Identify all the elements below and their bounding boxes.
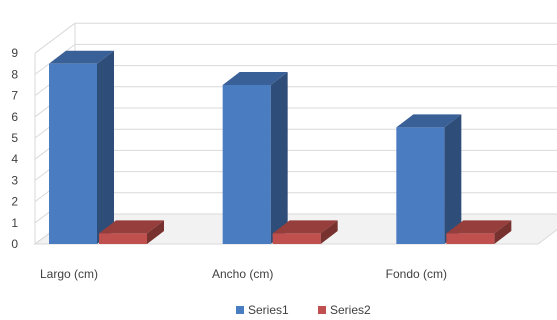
legend-label: Series1 [248, 303, 289, 317]
y-tick-label: 9 [11, 46, 18, 60]
bar-series1-2 [396, 114, 462, 245]
y-tick-label: 6 [11, 110, 18, 124]
bar-top-face [396, 114, 462, 128]
y-tick-label: 7 [11, 89, 18, 103]
bar-series1-0 [49, 50, 114, 244]
legend: Series1 Series2 [236, 303, 371, 317]
bar-front-face [222, 85, 271, 244]
y-tick-label: 8 [11, 67, 18, 81]
bar-front-face [396, 127, 445, 244]
bar-front-face [272, 233, 321, 244]
bars [49, 50, 512, 245]
x-axis-categories: Largo (cm) Ancho (cm) Fondo (cm) [40, 267, 447, 281]
legend-swatch [236, 306, 244, 314]
bar-side-face [97, 50, 114, 244]
y-tick-label: 4 [11, 152, 18, 166]
bar-front-face [99, 233, 147, 244]
bar-top-face [99, 220, 164, 234]
category-label: Largo (cm) [40, 267, 98, 281]
bar-side-face [444, 114, 462, 245]
bar-top-face [222, 72, 288, 85]
bar-side-face [320, 220, 338, 244]
y-tick-label: 3 [11, 173, 18, 187]
bar-front-face [446, 233, 495, 244]
y-tick-label: 2 [11, 195, 18, 209]
legend-label: Series2 [330, 303, 371, 317]
y-tick-label: 5 [11, 131, 18, 145]
y-tick-label: 0 [11, 237, 18, 251]
legend-swatch [318, 306, 326, 314]
bar-side-face [494, 220, 512, 244]
bar-series2-0 [99, 220, 164, 244]
bar-side-face [147, 220, 164, 244]
y-axis-ticks: 0 1 2 3 4 5 6 7 8 9 [11, 46, 18, 251]
category-label: Fondo (cm) [386, 267, 447, 281]
bar-top-face [49, 50, 114, 64]
bar-series1-1 [222, 72, 288, 244]
bar-series2-2 [446, 220, 512, 244]
bar-series2-1 [272, 220, 338, 244]
category-label: Ancho (cm) [212, 267, 273, 281]
y-tick-label: 1 [11, 216, 18, 230]
side-gridline [34, 22, 76, 54]
bar-top-face [446, 220, 512, 234]
bar-top-face [272, 220, 338, 234]
bar-side-face [270, 72, 288, 244]
bar-front-face [49, 63, 97, 244]
